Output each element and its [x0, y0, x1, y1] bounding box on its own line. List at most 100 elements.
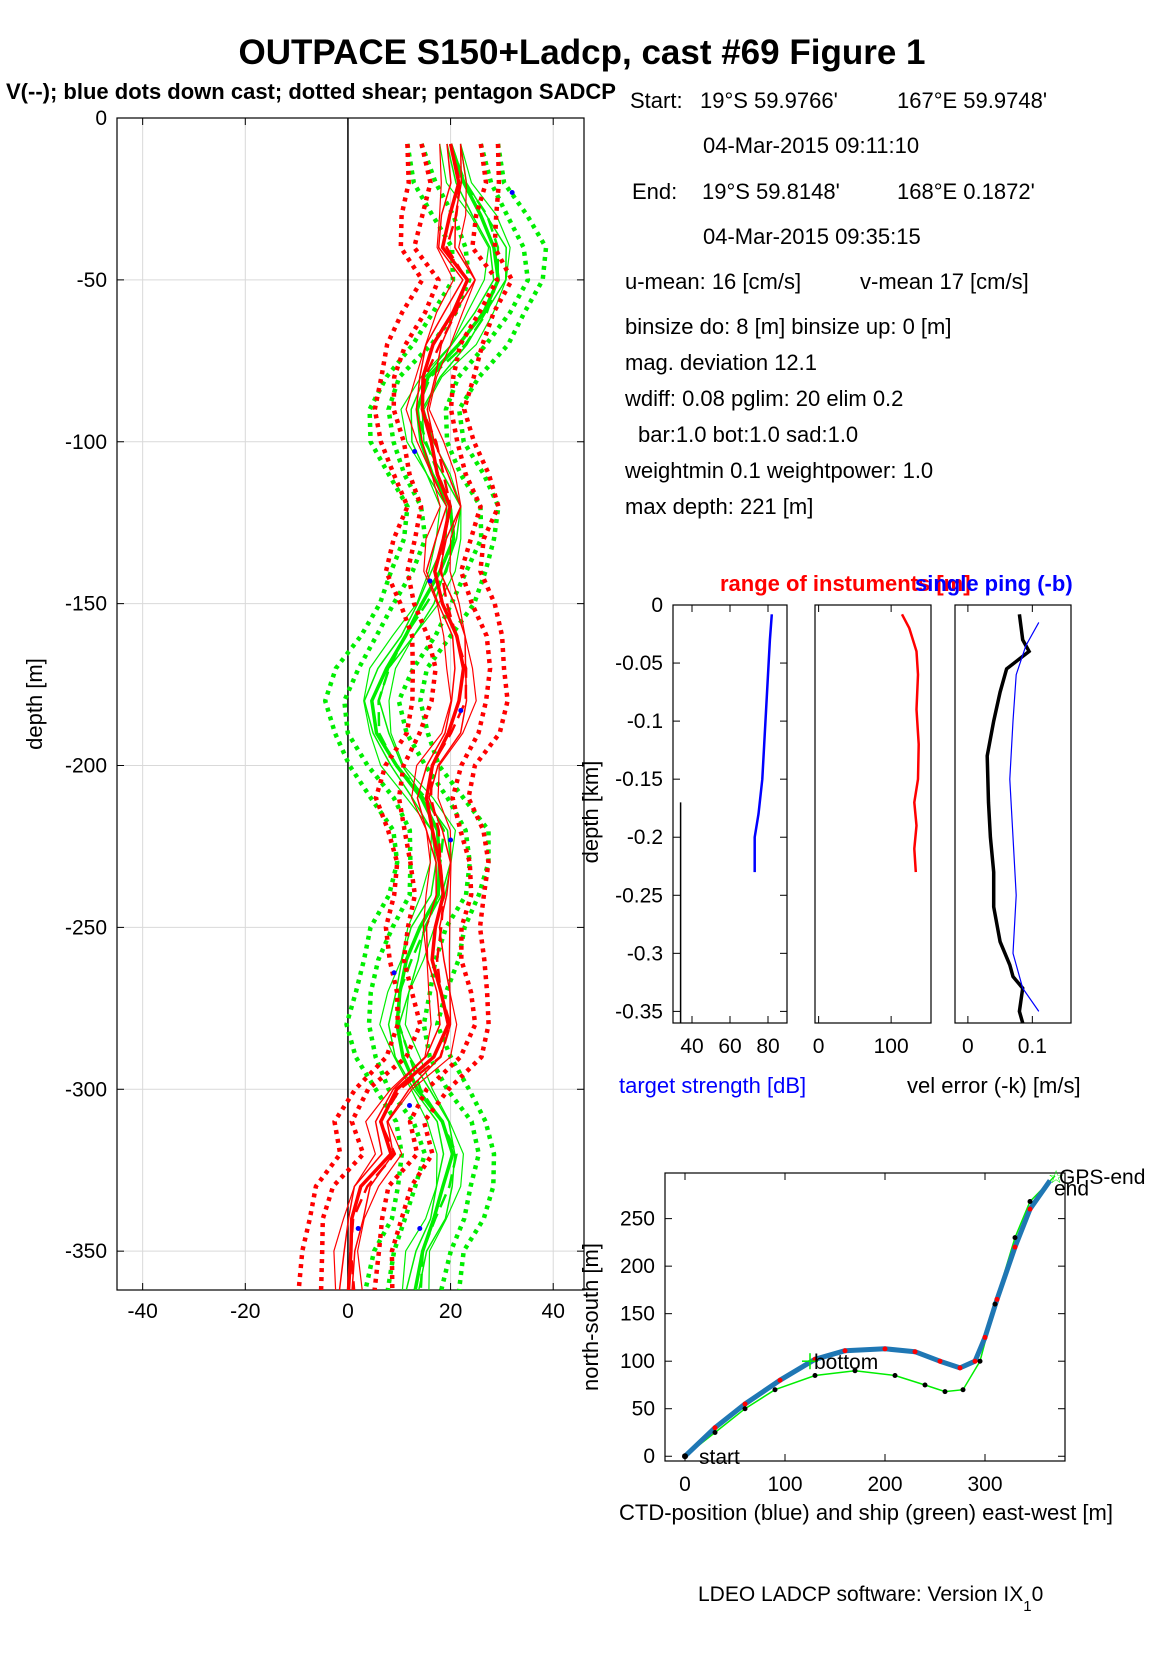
weight: weightmin 0.1 weightpower: 1.0: [624, 458, 933, 483]
vel-error-label: vel error (-k) [m/s]: [907, 1073, 1081, 1098]
x-tick-label: 40: [680, 1035, 703, 1058]
ctd-marker-12: [994, 1296, 1000, 1302]
chart-target-strength: 40 60 80 0 -0.05 -0.1 -0.15 -0.2 -0.25 -0.3 -0.35 d…: [578, 594, 788, 1058]
footer: LDEO LADCP software: Version IX10: [698, 1583, 1043, 1615]
y-tick-label: -350: [65, 1240, 107, 1263]
x-tick-label: 80: [756, 1035, 779, 1058]
ts-y-axis-label: depth [km]: [578, 761, 603, 864]
verr-line-black: [985, 614, 1032, 1023]
target-strength-label: target strength [dB]: [619, 1073, 806, 1098]
axes-frame: [672, 604, 788, 1024]
red-series-line-1: [338, 143, 464, 1290]
y-tick-label: -300: [65, 1078, 107, 1101]
ship-track-line: [684, 1175, 1056, 1457]
x-tick-label: 200: [867, 1473, 902, 1496]
chart-ctd-track: 0 100 200 300 0 50 100 150 200 250 ☆ start bottom GPS…: [578, 1166, 1145, 1525]
ctd-marker-1: [712, 1425, 718, 1431]
ctd-track-line: [683, 1179, 1053, 1459]
track-x-axis-label: CTD-position (blue) and ship (green) eas…: [619, 1500, 1113, 1525]
y-tick-label: -0.15: [615, 768, 663, 791]
y-tick-label: 0: [643, 1445, 655, 1468]
end-lat: 19°S 59.8148': [702, 179, 840, 204]
y-tick-label: 150: [620, 1303, 655, 1326]
ctd-marker-10: [972, 1358, 978, 1364]
red-series-line-6: [318, 143, 441, 1290]
start-lat: 19°S 59.9766': [700, 88, 838, 113]
red-series-line-8: [296, 143, 425, 1290]
ship-marker-7: [922, 1382, 928, 1388]
blue-dot-3: [458, 707, 464, 713]
x-tick-label: 300: [967, 1473, 1002, 1496]
blue-dot-5: [391, 970, 397, 976]
y-tick-label: 200: [620, 1255, 655, 1278]
green-series-line-5: [377, 143, 500, 1290]
start-time: 04-Mar-2015 09:11:10: [703, 133, 919, 158]
chart-velocity-profile: -40 -20 0 20 400-50-100-150-200-250-300-350d…: [22, 107, 585, 1323]
x-tick-label: 0: [679, 1473, 691, 1496]
y-tick-label: -0.35: [615, 1000, 663, 1023]
ctd-marker-11: [982, 1334, 988, 1340]
y-tick-label: 100: [620, 1350, 655, 1373]
ship-marker-4: [812, 1372, 818, 1378]
y-tick-label: 50: [632, 1398, 655, 1421]
ts-series: [679, 614, 774, 1023]
blue-dot-4: [448, 837, 454, 843]
axes-frame: [954, 604, 1072, 1024]
x-tick-label: 0.1: [1018, 1035, 1047, 1058]
axes-frame: [116, 117, 585, 1291]
verr-series: [985, 614, 1040, 1023]
chart-range: 0 100: [813, 604, 932, 1058]
figure-subtitle: V(--); blue dots down cast; dotted shear…: [6, 79, 616, 104]
track-y-axis-label: north-south [m]: [578, 1243, 603, 1391]
ctd-marker-8: [937, 1358, 943, 1364]
binsize: binsize do: 8 [m] binsize up: 0 [m]: [625, 314, 952, 339]
start-lon: 167°E 59.9748': [897, 88, 1047, 113]
ship-marker-5: [852, 1368, 858, 1374]
y-tick-label: 0: [95, 107, 107, 130]
range-title: range of instuments [m]: [720, 571, 971, 596]
x-tick-label: 60: [718, 1035, 741, 1058]
ctd-marker-14: [1027, 1206, 1033, 1212]
y-tick-label: -50: [77, 269, 107, 292]
start-marker: [682, 1453, 688, 1460]
green-series-line-4: [388, 143, 511, 1290]
end-label: End:: [632, 179, 677, 204]
blue-dot-6: [407, 1102, 413, 1108]
green-series-line-1: [363, 143, 495, 1290]
blue-dot-0: [509, 189, 515, 195]
y-tick-label: -0.2: [627, 826, 663, 849]
ship-marker-11: [992, 1301, 998, 1307]
ctd-marker-6: [882, 1346, 888, 1352]
y-axis-label: depth [m]: [22, 658, 47, 750]
bar-bot-sad: bar:1.0 bot:1.0 sad:1.0: [638, 422, 858, 447]
green-series-line-3: [363, 143, 490, 1290]
ship-marker-9: [960, 1387, 966, 1393]
ctd-marker-2: [742, 1401, 748, 1407]
end-time: 04-Mar-2015 09:35:15: [703, 224, 921, 249]
ship-marker-3: [772, 1387, 778, 1393]
footer-text: LDEO LADCP software: Version IX10: [698, 1583, 1043, 1615]
ctd-marker-5: [842, 1348, 848, 1354]
y-tick-label: -0.1: [627, 710, 663, 733]
ship-marker-2: [742, 1406, 748, 1412]
green-series-line-0: [370, 143, 501, 1290]
red-series-line-2: [351, 143, 476, 1290]
velocity-series: [296, 143, 549, 1290]
red-series-line-0: [346, 143, 470, 1290]
x-tick-label: 100: [767, 1473, 802, 1496]
chart-vel-error: 0 0.1: [954, 604, 1072, 1058]
ctd-marker-3: [777, 1377, 783, 1383]
y-tick-label: -200: [65, 755, 107, 778]
start-label: Start:: [630, 88, 683, 113]
v-mean: v-mean 17 [cm/s]: [860, 269, 1029, 294]
ts-line-blue: [753, 614, 774, 873]
x-tick-label: 0: [813, 1035, 825, 1058]
red-series-line-5: [349, 143, 469, 1290]
red-series-line-3: [333, 143, 455, 1290]
x-tick-label: 0: [962, 1035, 974, 1058]
axes-frame: [664, 1172, 1066, 1462]
ship-marker-6: [892, 1372, 898, 1378]
ctd-marker-9: [957, 1365, 963, 1371]
blue-dot-1: [412, 448, 418, 454]
